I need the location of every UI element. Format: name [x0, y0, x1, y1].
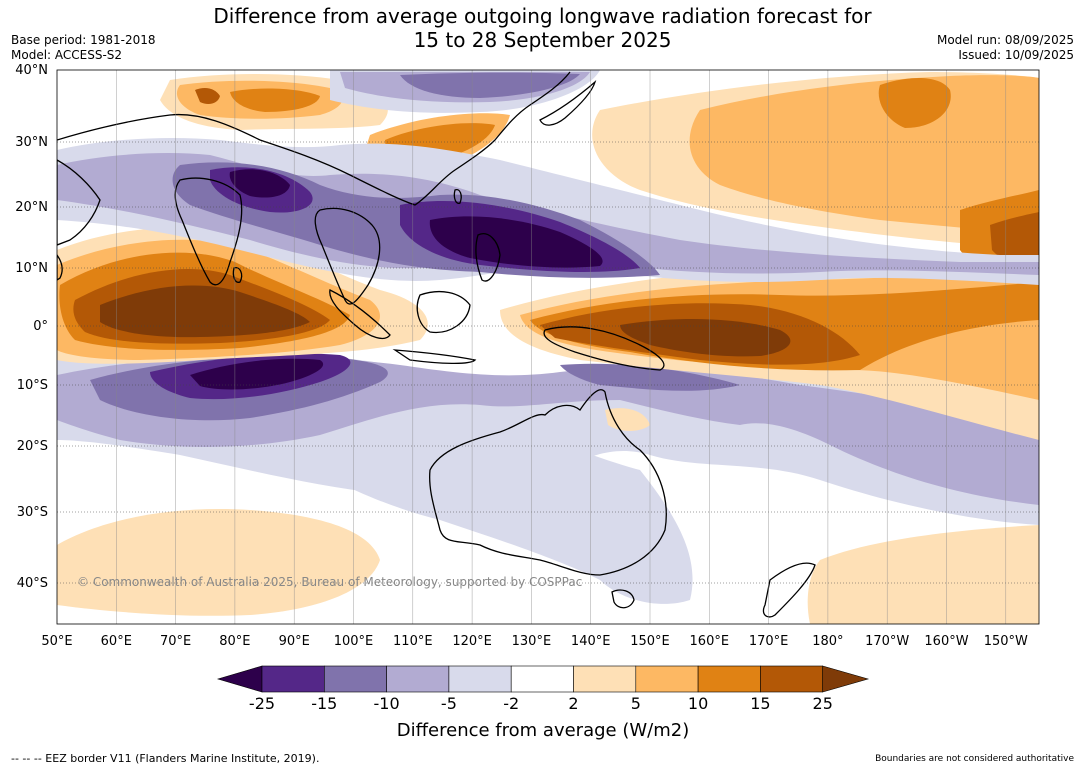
footer-eez-note: -- -- -- EEZ border V11 (Flanders Marine… — [11, 752, 320, 765]
title-line-2: 15 to 28 September 2025 — [413, 28, 672, 52]
latitude-label: 20°S — [17, 439, 48, 454]
title-line-1: Difference from average outgoing longwav… — [213, 4, 872, 28]
longitude-label: 160°W — [924, 634, 968, 649]
philippines-outline — [475, 233, 501, 282]
colorbar-min-arrow — [216, 665, 263, 693]
longitude-label: 80°E — [219, 634, 250, 649]
issued-date: Issued: 10/09/2025 — [958, 48, 1074, 62]
anomaly-coral-light — [605, 408, 650, 431]
colorbar-bin — [635, 665, 699, 693]
new-guinea-outline — [543, 326, 665, 371]
anomaly-north-dark-2 — [400, 72, 580, 98]
colorbar-tick-label: 10 — [688, 694, 708, 713]
latitude-label: 10°N — [15, 261, 48, 276]
longitude-label: 90°E — [279, 634, 310, 649]
indochina-outline — [314, 207, 381, 305]
footer-disclaimer: Boundaries are not considered authoritat… — [875, 754, 1074, 764]
longitude-label: 50°E — [41, 634, 72, 649]
colorbar-bin — [760, 665, 824, 693]
copyright-text: © Commonwealth of Australia 2025, Bureau… — [77, 575, 582, 589]
australia-outline — [429, 389, 667, 576]
india-outline — [174, 177, 243, 286]
anomaly-pac-darkest — [620, 318, 791, 357]
model-name: Model: ACCESS-S2 — [11, 48, 123, 62]
colorbar-tick-label: -15 — [311, 694, 337, 713]
meta-right: Model run: 08/09/2025 Issued: 10/09/2025 — [937, 33, 1074, 63]
longitude-label: 140°E — [571, 634, 611, 649]
longitude-labels: 50°E 60°E 70°E 80°E 90°E 100°E 110°E 120°E 130°E… — [41, 634, 1028, 649]
colorbar-tick-label: 25 — [813, 694, 833, 713]
longitude-label: 170°W — [865, 634, 909, 649]
java-outline — [392, 349, 477, 365]
sri-lanka-outline — [232, 267, 243, 283]
map-title: Difference from average outgoing longwav… — [0, 4, 1085, 52]
colorbar-tick-label: 5 — [631, 694, 641, 713]
latitude-label: 30°N — [15, 135, 48, 150]
colorbar-max-arrow — [822, 665, 870, 693]
colorbar-title: Difference from average (W/m2) — [397, 720, 689, 741]
anomaly-north-darkest — [229, 169, 290, 198]
anomaly-nep-mid — [689, 75, 1039, 235]
colorbar-bin — [323, 665, 387, 693]
longitude-label: 170°E — [749, 634, 789, 649]
longitude-label: 160°E — [690, 634, 730, 649]
anomaly-south-darkest — [190, 358, 324, 390]
graticule — [57, 70, 1039, 624]
meta-left: Base period: 1981-2018 Model: ACCESS-S2 — [11, 33, 156, 63]
japan-outline — [539, 80, 597, 126]
africa-outline — [57, 253, 63, 281]
longitude-label: 70°E — [160, 634, 191, 649]
anomaly-sw-light — [57, 509, 380, 616]
longitude-label: 150°W — [984, 634, 1028, 649]
taiwan-outline — [453, 189, 462, 204]
colorbar-bin — [697, 665, 761, 693]
colorbar-bin — [448, 665, 512, 693]
asia-mainland-outline — [57, 71, 571, 206]
longitude-label: 130°E — [512, 634, 552, 649]
anomaly-china-dark — [230, 88, 320, 112]
colorbar-tick-label: 2 — [568, 694, 578, 713]
latitude-label: 40°N — [15, 63, 48, 78]
arabia-outline — [57, 159, 101, 246]
longitude-label: 120°E — [452, 634, 492, 649]
anomaly-north-darkest-2 — [429, 216, 603, 268]
colorbar-tick-label: -5 — [441, 694, 457, 713]
longitude-label: 150°E — [630, 634, 670, 649]
latitude-label: 0° — [33, 319, 48, 334]
sumatra-outline — [329, 289, 391, 339]
colorbar-tick-label: -25 — [249, 694, 275, 713]
colorbar-bin — [510, 665, 574, 693]
latitude-label: 40°S — [17, 576, 48, 591]
new-zealand-outline — [762, 562, 816, 618]
anomaly-south-light-2 — [300, 420, 693, 604]
base-period: Base period: 1981-2018 — [11, 33, 156, 47]
latitude-label: 20°N — [15, 200, 48, 215]
anomaly-se-light — [807, 525, 1039, 624]
longitude-label: 180° — [812, 634, 843, 649]
colorbar-tick-label: -10 — [374, 694, 400, 713]
tasmania-outline — [611, 589, 635, 609]
latitude-label: 30°S — [17, 505, 48, 520]
colorbar-bin — [261, 665, 325, 693]
anomaly-china-darker — [195, 88, 220, 104]
colorbar-bin — [573, 665, 637, 693]
latitude-labels: 40°N 30°N 20°N 10°N 0° 10°S 20°S 30°S 40°S — [15, 63, 48, 591]
colorbar-tick-label: 15 — [750, 694, 770, 713]
anomaly-io-darkest — [100, 285, 310, 338]
colorbar-bin — [386, 665, 450, 693]
map-field: © Commonwealth of Australia 2025, Bureau… — [57, 70, 1039, 624]
map-frame — [56, 69, 1040, 625]
model-run: Model run: 08/09/2025 — [936, 33, 1074, 47]
colorbar-tick-label: -2 — [503, 694, 519, 713]
latitude-label: 10°S — [17, 378, 48, 393]
longitude-label: 100°E — [334, 634, 374, 649]
anomaly-nep-dark — [878, 78, 951, 128]
longitude-label: 60°E — [101, 634, 132, 649]
longitude-label: 110°E — [393, 634, 433, 649]
colorbar: -25 -15 -10 -5 -2 2 5 10 15 25 — [216, 665, 870, 713]
